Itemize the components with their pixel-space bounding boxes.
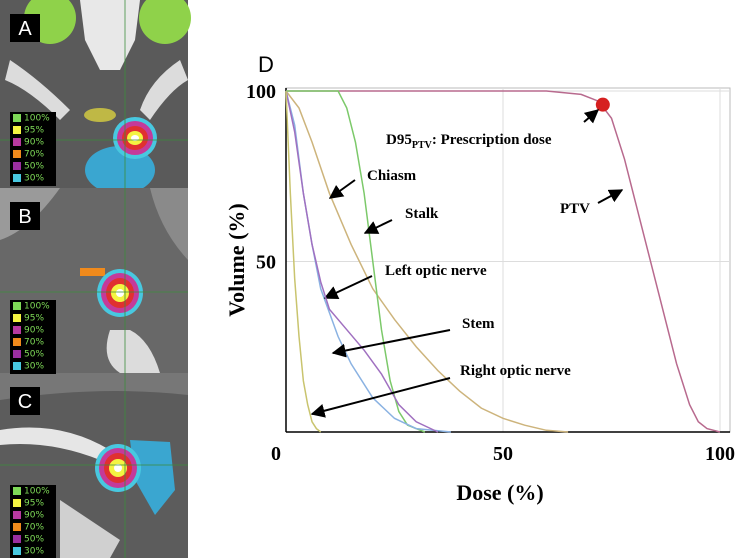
legend-swatch — [13, 126, 21, 134]
legend-label: 90% — [24, 138, 44, 148]
x-axis-label: Dose (%) — [456, 480, 543, 505]
annotation-part: : Prescription dose — [432, 132, 552, 148]
legend-label: 50% — [24, 162, 44, 172]
series-label: Stalk — [405, 206, 439, 222]
series-label: Left optic nerve — [385, 263, 487, 279]
legend-swatch — [13, 350, 21, 358]
panel-label-box — [10, 387, 40, 415]
legend-label: 95% — [24, 499, 44, 509]
series-line — [285, 90, 322, 433]
legend-swatch — [13, 487, 21, 495]
legend-label: 100% — [24, 487, 50, 497]
legend-swatch — [13, 511, 21, 519]
panel-label-box — [10, 202, 40, 230]
legend-swatch — [13, 547, 21, 555]
series-label: Chiasm — [367, 168, 417, 184]
annotation-part: D95 — [386, 132, 412, 148]
y-tick-label: 50 — [256, 252, 276, 274]
annotation-point — [595, 97, 610, 112]
legend-swatch — [13, 338, 21, 346]
legend-swatch — [13, 114, 21, 122]
series-line — [286, 90, 721, 433]
legend-label: 70% — [24, 338, 44, 348]
annotation-text: D95PTV: Prescription dose — [386, 132, 552, 151]
legend-swatch — [13, 314, 21, 322]
legend-label: 70% — [24, 523, 44, 533]
arrow — [328, 179, 356, 199]
legend-swatch — [13, 523, 21, 531]
legend-box — [10, 112, 56, 186]
legend-swatch — [13, 162, 21, 170]
legend-label: 70% — [24, 150, 44, 160]
legend-box — [10, 300, 56, 374]
series-line — [285, 90, 569, 433]
legend-swatch — [13, 174, 21, 182]
arrow — [363, 219, 393, 234]
series-label: PTV — [560, 201, 590, 217]
panel-label: D — [258, 52, 274, 77]
x-tick-label: 50 — [493, 443, 513, 465]
annotation-part: PTV — [412, 140, 433, 151]
series-label: Stem — [462, 316, 495, 332]
y-tick-label: 100 — [246, 81, 276, 103]
legend-label: 100% — [24, 114, 50, 124]
legend-swatch — [13, 138, 21, 146]
series-line — [286, 90, 426, 433]
legend-label: 50% — [24, 535, 44, 545]
legend-label: 50% — [24, 350, 44, 360]
arrow — [331, 329, 451, 358]
panel-label: B — [18, 206, 31, 228]
series-label: Right optic nerve — [460, 363, 571, 379]
legend-label: 30% — [24, 547, 44, 557]
arrow — [310, 377, 451, 418]
legend-label: 90% — [24, 326, 44, 336]
panel-label: A — [18, 18, 32, 40]
legend-label: 30% — [24, 174, 44, 184]
x-tick-label: 0 — [271, 443, 281, 465]
legend-swatch — [13, 499, 21, 507]
legend-label: 95% — [24, 126, 44, 136]
legend-swatch — [13, 535, 21, 543]
legend-swatch — [13, 150, 21, 158]
legend-swatch — [13, 362, 21, 370]
arrow — [323, 275, 373, 299]
legend-label: 30% — [24, 362, 44, 372]
legend-label: 100% — [24, 302, 50, 312]
arrow — [597, 189, 624, 204]
panel-label: C — [18, 391, 32, 413]
legend-label: 95% — [24, 314, 44, 324]
legend-label: 90% — [24, 511, 44, 521]
legend-box — [10, 485, 56, 558]
arrow — [583, 109, 600, 124]
y-axis-label: Volume (%) — [224, 203, 249, 316]
panel-label-box — [10, 14, 40, 42]
series-line — [285, 90, 439, 433]
x-tick-label: 100 — [705, 443, 735, 465]
legend-swatch — [13, 326, 21, 334]
legend-swatch — [13, 302, 21, 310]
